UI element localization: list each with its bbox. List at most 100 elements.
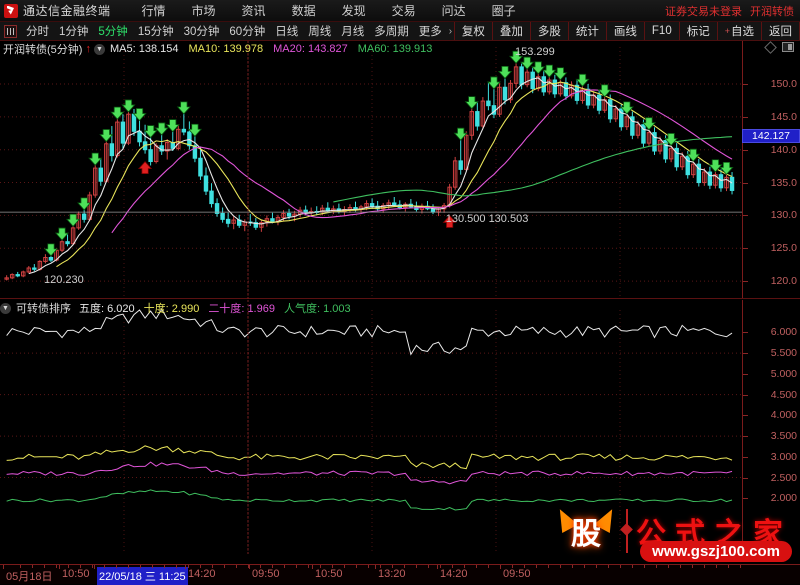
period-multi[interactable]: 多周期	[374, 26, 409, 38]
sell-signal-arrow-icon	[542, 64, 557, 78]
wudu-value: 6.020	[107, 303, 135, 315]
period-5min[interactable]: 5分钟	[98, 26, 128, 38]
price-axis-label: 135.0	[770, 176, 797, 189]
sell-signal-arrow-icon	[165, 119, 180, 133]
renqidu-name: 人气度	[283, 303, 317, 315]
sell-signal-arrow-icon	[619, 101, 634, 115]
indicator-axis-tick	[743, 498, 748, 500]
price-axis-tick	[743, 248, 748, 250]
adjust-button[interactable]: 复权	[453, 22, 492, 40]
login-status-label[interactable]: 证券交易未登录	[665, 6, 742, 18]
indicator-axis-tick	[743, 436, 748, 438]
price-axis-label: 145.0	[770, 110, 797, 123]
active-symbol-label[interactable]: 开润转债	[750, 6, 794, 18]
time-axis-label: 09:50	[503, 568, 531, 580]
buy-signal-arrow-icon	[137, 161, 153, 175]
back-button[interactable]: 返回	[761, 22, 800, 40]
time-axis-minor-tick	[536, 565, 537, 568]
ma20-colon: :	[301, 43, 308, 55]
menu-item-2[interactable]: 资讯	[241, 4, 266, 18]
period-more[interactable]: 更多	[418, 26, 442, 38]
add-favorite-button[interactable]: + 自选	[716, 22, 761, 40]
overlay-button[interactable]: 叠加	[491, 22, 530, 40]
time-axis-minor-tick	[116, 565, 117, 568]
layout-icon[interactable]	[4, 24, 17, 38]
sell-signal-arrow-icon	[553, 67, 568, 81]
indicator-axis-label: 4.000	[770, 409, 797, 422]
period-weekly[interactable]: 周线	[308, 26, 332, 38]
menu-alerts: 证券交易未登录 开润转债	[665, 3, 794, 19]
sell-signal-arrow-icon	[486, 76, 502, 90]
sell-signal-arrow-icon	[719, 161, 734, 175]
sell-signal-arrow-icon	[110, 106, 125, 120]
wudu-colon: :	[101, 303, 108, 315]
statistics-button[interactable]: 统计	[567, 22, 606, 40]
diamond-icon[interactable]	[764, 40, 777, 54]
time-axis-minor-tick	[428, 565, 429, 568]
time-axis-label: 13:20	[378, 568, 406, 580]
mid-price-annotation: 130.500 130.503	[445, 213, 529, 226]
indicator-value-shidu: 十度: 2.990	[144, 300, 200, 316]
indicator-select-icon[interactable]: ▼	[0, 302, 11, 314]
period-15min[interactable]: 15分钟	[137, 26, 174, 38]
price-axis-tick	[743, 83, 748, 85]
ma5-value: 138.154	[138, 43, 179, 55]
mark-button[interactable]: 标记	[678, 22, 717, 40]
ershidu-value: 1.969	[247, 303, 275, 315]
period-30min[interactable]: 30分钟	[183, 26, 220, 38]
window-layout-icon[interactable]	[782, 42, 794, 52]
time-axis[interactable]: 05月18日 10:50 22/05/18 三 11:25 14:20 09:50 10:…	[0, 564, 800, 585]
period-60min[interactable]: 60分钟	[229, 26, 266, 38]
time-axis-minor-tick	[416, 565, 417, 568]
indicator-axis-tick	[743, 415, 748, 417]
sell-signal-arrow-icon	[154, 122, 169, 136]
indicator-axis[interactable]: 2.000 2.500 3.000 3.500 4.000 4.500 5.000 5.500…	[742, 300, 800, 555]
time-axis-minor-tick	[176, 565, 177, 568]
chart-area[interactable]: 开润转债(5分钟) ↑ ▼ MA5: 138.154 MA10: 139.978…	[0, 40, 800, 585]
indicator-series-1	[6, 445, 733, 470]
period-fenshi[interactable]: 分时	[26, 26, 49, 38]
f10-button[interactable]: F10	[643, 22, 679, 40]
indicator-series-2	[6, 461, 733, 485]
price-axis-tick	[743, 215, 748, 217]
time-axis-minor-tick	[392, 565, 393, 568]
menu-item-0[interactable]: 行情	[141, 4, 166, 18]
time-axis-minor-tick	[200, 565, 201, 568]
menu-item-6[interactable]: 问达	[441, 4, 466, 18]
chevron-right-icon[interactable]: ›	[448, 25, 453, 37]
time-axis-minor-tick	[104, 565, 105, 568]
multistock-button[interactable]: 多股	[529, 22, 568, 40]
price-axis[interactable]: 120.0 125.0 130.0 135.0 140.0 145.0 150.0	[742, 41, 800, 298]
indicator-dropdown-icon[interactable]: ▼	[93, 43, 105, 55]
drawline-button[interactable]: 画线	[605, 22, 644, 40]
indicator-value-ershidu: 二十度: 1.969	[208, 300, 275, 316]
menu-item-1[interactable]: 市场	[191, 4, 216, 18]
period-monthly[interactable]: 月线	[341, 26, 365, 38]
shidu-colon: :	[165, 303, 172, 315]
time-axis-minor-tick	[224, 565, 225, 568]
time-axis-minor-tick	[128, 565, 129, 568]
indicator-axis-tick	[743, 394, 748, 396]
menu-item-7[interactable]: 圈子	[491, 4, 516, 18]
time-axis-label: 05月18日	[6, 571, 53, 583]
price-axis-label: 140.0	[770, 143, 797, 156]
menu-item-4[interactable]: 发现	[341, 4, 366, 18]
menu-item-5[interactable]: 交易	[391, 4, 416, 18]
plus-icon: +	[724, 26, 730, 36]
price-axis-label: 125.0	[770, 242, 797, 255]
price-pane[interactable]: 开润转债(5分钟) ↑ ▼ MA5: 138.154 MA10: 139.978…	[0, 40, 800, 299]
period-daily[interactable]: 日线	[275, 26, 299, 38]
time-axis-minor-tick	[512, 565, 513, 568]
menu-item-3[interactable]: 数据	[291, 4, 316, 18]
price-candlestick-chart	[0, 41, 742, 299]
period-1min[interactable]: 1分钟	[59, 26, 89, 38]
indicator-axis-label: 2.000	[770, 492, 797, 505]
time-axis-minor-tick	[476, 565, 477, 568]
sell-signal-arrow-icon	[43, 243, 59, 257]
indicator-pane[interactable]: ▼ 可转债排序 五度: 6.020 十度: 2.990 二十度: 1.969 人…	[0, 300, 800, 555]
wudu-name: 五度	[79, 303, 101, 315]
time-axis-minor-tick	[608, 565, 609, 568]
low-price-annotation: 120.230	[44, 273, 84, 286]
time-axis-cursor-label: 22/05/18 三 11:25	[97, 567, 188, 585]
sell-signal-arrow-icon	[66, 213, 81, 227]
